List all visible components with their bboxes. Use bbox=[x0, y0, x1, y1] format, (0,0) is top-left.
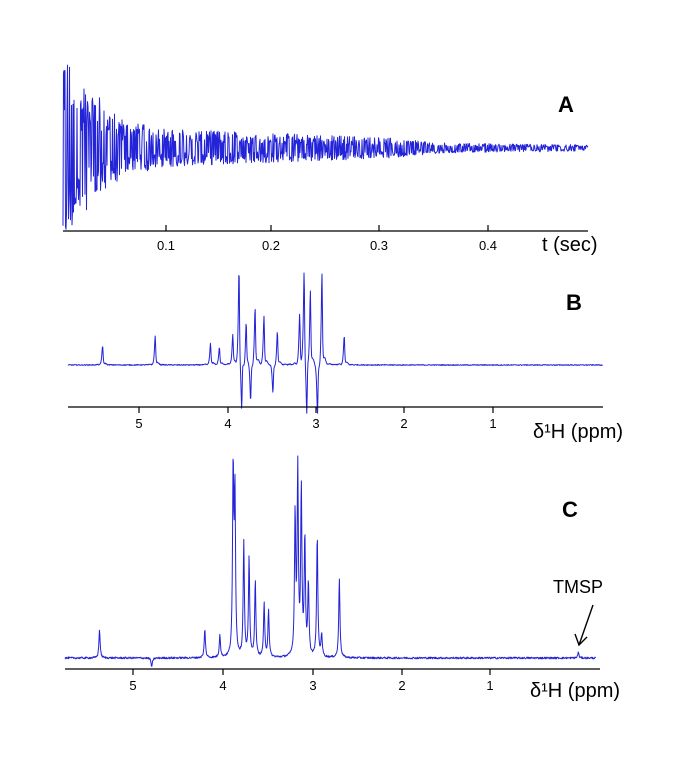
tmsp-arrow-shaft bbox=[578, 604, 594, 646]
panel-a-x-ticks bbox=[165, 225, 489, 231]
panel-a-tick-label-0.2: 0.2 bbox=[262, 238, 280, 253]
panel-b-tick-label-1: 1 bbox=[489, 416, 496, 431]
panel-c: C 5 4 3 2 1 δ¹H (ppm) TMSP bbox=[64, 455, 620, 702]
panel-b-x-ticks bbox=[138, 407, 494, 413]
panel-c-tick-label-4: 4 bbox=[219, 678, 226, 693]
panel-b-tick-label-2: 2 bbox=[400, 416, 407, 431]
panel-c-tick-label-2: 2 bbox=[398, 678, 405, 693]
panel-c-letter: C bbox=[562, 497, 578, 522]
tmsp-arrow bbox=[574, 604, 594, 647]
tmsp-arrow-head bbox=[574, 633, 588, 647]
panel-a-tick-label-0.4: 0.4 bbox=[479, 238, 497, 253]
panel-b: B 5 4 3 2 1 δ¹H (ppm) bbox=[67, 272, 623, 443]
panel-b-spectrum-trace bbox=[67, 272, 603, 414]
panel-b-letter: B bbox=[566, 290, 582, 315]
panel-c-spectrum-trace bbox=[64, 455, 597, 667]
panel-c-x-axis-title: δ¹H (ppm) bbox=[530, 680, 620, 702]
panel-a-tick-label-0.1: 0.1 bbox=[157, 238, 175, 253]
panel-a-x-axis-title: t (sec) bbox=[542, 234, 598, 256]
panel-a-fid-trace bbox=[62, 64, 589, 230]
panel-a: A 0.1 0.2 0.3 0.4 t (sec) bbox=[62, 64, 598, 256]
panel-b-tick-label-5: 5 bbox=[135, 416, 142, 431]
panel-b-x-axis-title: δ¹H (ppm) bbox=[533, 421, 623, 443]
panel-b-tick-label-4: 4 bbox=[224, 416, 231, 431]
panel-c-tick-label-5: 5 bbox=[129, 678, 136, 693]
panel-c-x-ticks bbox=[132, 669, 491, 675]
tmsp-annotation-label: TMSP bbox=[553, 577, 603, 597]
panel-a-tick-label-0.3: 0.3 bbox=[370, 238, 388, 253]
panel-c-tick-label-3: 3 bbox=[309, 678, 316, 693]
panel-a-letter: A bbox=[558, 92, 574, 117]
panel-b-tick-label-3: 3 bbox=[312, 416, 319, 431]
panel-c-tick-label-1: 1 bbox=[486, 678, 493, 693]
